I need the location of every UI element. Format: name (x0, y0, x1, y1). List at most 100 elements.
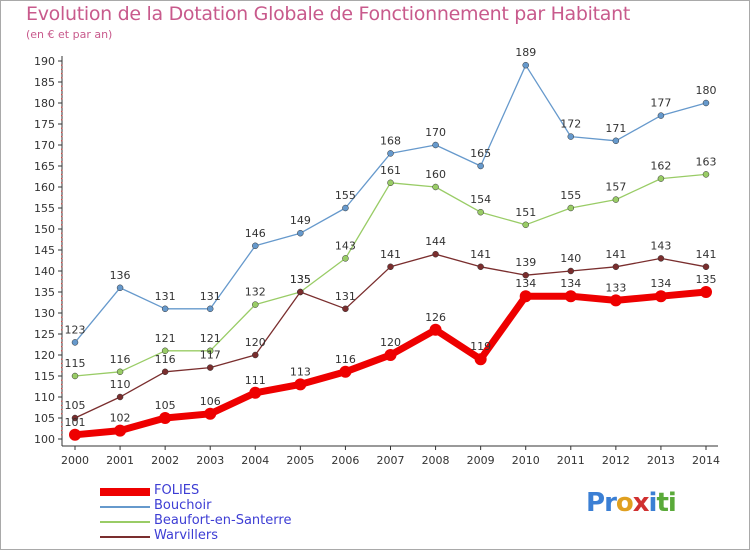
y-minor-tick (61, 409, 63, 411)
y-minor-tick (61, 194, 63, 196)
y-minor-tick (61, 161, 63, 163)
legend-swatch (100, 488, 150, 496)
data-label: 177 (650, 97, 671, 110)
proxiti-logo: Proxiti (586, 488, 677, 518)
y-minor-tick (61, 220, 63, 222)
data-point (702, 263, 710, 271)
y-minor-tick (61, 98, 63, 100)
data-point (342, 255, 349, 262)
data-label: 113 (290, 365, 311, 378)
legend-swatch (100, 506, 150, 508)
data-label: 134 (650, 277, 671, 290)
data-label: 154 (470, 193, 491, 206)
y-tick-label: 110 (34, 391, 55, 404)
data-point (567, 133, 575, 140)
data-label: 180 (696, 84, 717, 97)
data-label: 134 (515, 277, 536, 290)
y-minor-tick (61, 157, 63, 159)
data-label: 132 (245, 286, 266, 299)
data-point (387, 150, 394, 157)
y-minor-tick (61, 388, 63, 390)
data-label: 134 (560, 277, 581, 290)
y-minor-tick (61, 127, 63, 129)
y-minor-tick (61, 350, 63, 352)
chart-title: Evolution de la Dotation Globale de Fonc… (26, 3, 631, 25)
data-point (252, 242, 259, 250)
y-minor-tick (61, 215, 63, 217)
data-point (522, 271, 529, 279)
y-minor-tick (61, 89, 63, 91)
data-label: 121 (155, 332, 176, 345)
data-point (114, 424, 127, 437)
data-point (339, 365, 352, 378)
data-point (297, 288, 304, 296)
data-label: 144 (425, 235, 446, 248)
data-point (432, 183, 439, 191)
data-label: 105 (155, 399, 176, 412)
data-label: 131 (335, 290, 356, 303)
data-point (387, 263, 394, 271)
y-tick-label: 160 (34, 181, 55, 194)
data-label: 106 (200, 395, 221, 408)
y-minor-tick (61, 94, 63, 96)
y-tick-label: 175 (34, 118, 55, 131)
y-tick-label: 145 (34, 244, 55, 257)
data-point (657, 255, 665, 262)
y-minor-tick (61, 106, 63, 108)
y-minor-tick (61, 232, 63, 234)
y-minor-tick (61, 283, 63, 285)
y-minor-tick (61, 245, 63, 247)
data-label: 121 (200, 332, 221, 345)
x-tick-label: 2010 (512, 454, 540, 467)
y-minor-tick (61, 430, 63, 432)
x-tick-label: 2013 (647, 454, 675, 467)
data-point (477, 162, 484, 170)
data-label: 161 (380, 164, 401, 177)
y-minor-tick (61, 119, 63, 121)
legend-label: Beaufort-en-Santerre (154, 513, 292, 528)
y-tick-label: 170 (34, 139, 55, 152)
y-minor-tick (61, 316, 63, 318)
data-point (612, 137, 620, 145)
y-minor-tick (61, 392, 63, 394)
y-minor-tick (61, 379, 63, 381)
y-tick-label: 165 (34, 160, 55, 173)
data-point (612, 196, 620, 203)
x-tick-label: 2012 (602, 454, 630, 467)
data-point (206, 347, 214, 355)
data-label: 120 (245, 336, 266, 349)
y-tick-label: 135 (34, 286, 55, 299)
data-label: 162 (650, 160, 671, 173)
series-folies: 101 102 105 106 111 113 116 120 126 119 134 134 133 1… (65, 273, 717, 441)
x-tick-label: 2014 (692, 454, 720, 467)
y-tick-label: 180 (34, 97, 55, 110)
data-point (206, 364, 214, 371)
x-tick-label: 2011 (557, 454, 585, 467)
data-point (69, 428, 81, 441)
y-minor-tick (61, 400, 63, 402)
y-minor-tick (61, 320, 63, 322)
y-tick-label: 115 (34, 370, 55, 383)
data-label: 165 (470, 147, 491, 160)
data-point (116, 284, 124, 292)
data-point (161, 368, 169, 376)
data-point (252, 351, 259, 359)
legend-label: Bouchoir (154, 498, 212, 513)
y-minor-tick (61, 77, 63, 79)
y-minor-tick (61, 383, 63, 385)
data-point (522, 61, 529, 69)
data-label: 141 (605, 248, 626, 261)
logo-letter: t (656, 488, 668, 518)
y-minor-tick (61, 182, 63, 184)
data-label: 141 (380, 248, 401, 261)
y-tick-label: 105 (34, 412, 55, 425)
data-label: 135 (290, 273, 311, 286)
y-minor-tick (61, 241, 63, 243)
y-tick-label: 150 (34, 223, 55, 236)
data-point (654, 290, 667, 303)
data-label: 116 (155, 353, 176, 366)
data-label: 101 (65, 416, 86, 429)
y-minor-tick (61, 304, 63, 306)
data-point (702, 99, 710, 107)
legend-swatch (100, 521, 150, 523)
